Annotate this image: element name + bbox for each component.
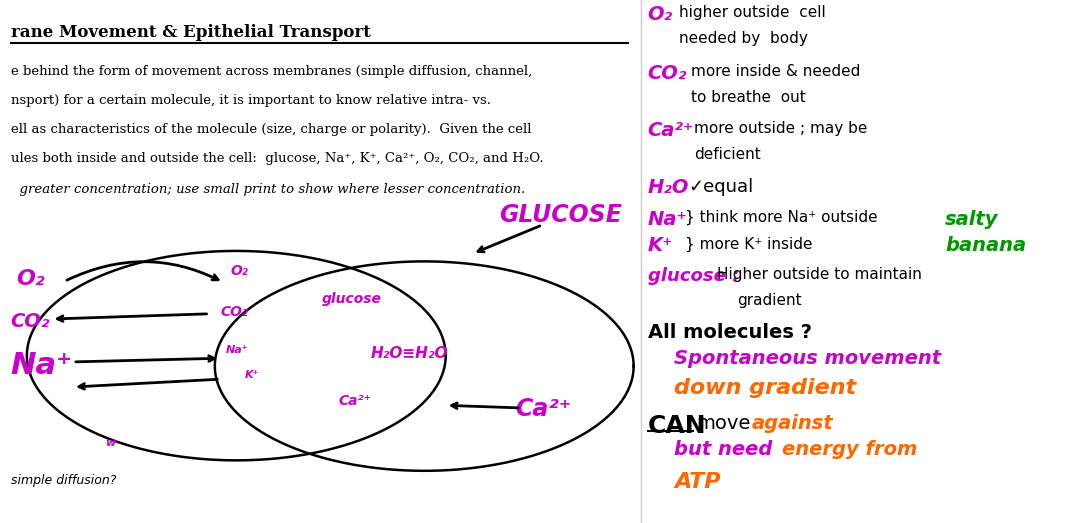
Text: more outside ; may be: more outside ; may be [694, 121, 867, 137]
Text: e behind the form of movement across membranes (simple diffusion, channel,: e behind the form of movement across mem… [11, 65, 532, 78]
Text: Spontaneous movement: Spontaneous movement [674, 349, 942, 368]
Text: but need: but need [674, 440, 773, 459]
Text: glucose: glucose [322, 292, 382, 306]
Text: CO₂: CO₂ [11, 312, 50, 331]
Text: gradient: gradient [737, 293, 801, 308]
Text: K⁺: K⁺ [648, 236, 673, 255]
Text: CAN: CAN [648, 414, 707, 438]
Text: simple diffusion?: simple diffusion? [11, 474, 116, 487]
Text: GLUCOSE: GLUCOSE [499, 203, 622, 228]
Text: Na⁺: Na⁺ [11, 351, 73, 380]
Text: needed by  body: needed by body [679, 31, 808, 47]
Text: salty: salty [945, 210, 999, 229]
Text: to breathe  out: to breathe out [691, 90, 806, 105]
Text: against: against [752, 414, 833, 433]
Text: more inside & needed: more inside & needed [691, 64, 860, 79]
Text: Na⁺: Na⁺ [226, 345, 248, 355]
Text: nsport) for a certain molecule, it is important to know relative intra- vs.: nsport) for a certain molecule, it is im… [11, 94, 491, 107]
Text: All molecules ?: All molecules ? [648, 323, 812, 342]
Text: banana: banana [945, 236, 1027, 255]
Text: Na⁺: Na⁺ [648, 210, 687, 229]
Text: ATP: ATP [674, 472, 721, 492]
Text: CO₂: CO₂ [220, 305, 248, 320]
Text: O₂: O₂ [648, 5, 672, 24]
Text: ✓equal: ✓equal [688, 178, 754, 196]
Text: Ca²⁺: Ca²⁺ [648, 121, 694, 140]
Text: deficient: deficient [694, 147, 760, 163]
Text: down gradient: down gradient [674, 378, 857, 397]
Text: move: move [696, 414, 751, 433]
Text: rane Movement & Epithelial Transport: rane Movement & Epithelial Transport [11, 24, 371, 41]
Text: Ca²⁺: Ca²⁺ [338, 394, 372, 408]
Text: } think more Na⁺ outside: } think more Na⁺ outside [685, 210, 877, 225]
Text: H₂O≡H₂O: H₂O≡H₂O [371, 346, 448, 361]
Text: greater concentration; use small print to show where lesser concentration.: greater concentration; use small print t… [11, 183, 525, 196]
Text: energy from: energy from [782, 440, 917, 459]
Text: H₂O: H₂O [648, 178, 690, 197]
Text: Higher outside to maintain: Higher outside to maintain [717, 267, 923, 282]
Text: Ca²⁺: Ca²⁺ [516, 397, 571, 421]
Text: O₂: O₂ [16, 269, 45, 289]
Text: ules both inside and outside the cell:  glucose, Na⁺, K⁺, Ca²⁺, O₂, CO₂, and H₂O: ules both inside and outside the cell: g… [11, 152, 543, 165]
Text: } more K⁺ inside: } more K⁺ inside [685, 236, 813, 252]
Text: glucose :: glucose : [648, 267, 739, 285]
Text: higher outside  cell: higher outside cell [679, 5, 826, 20]
Text: w: w [105, 438, 116, 448]
Text: CO₂: CO₂ [648, 64, 687, 83]
Text: K⁺: K⁺ [245, 370, 260, 380]
Text: ell as characteristics of the molecule (size, charge or polarity).  Given the ce: ell as characteristics of the molecule (… [11, 123, 532, 136]
Text: O₂: O₂ [231, 264, 249, 278]
